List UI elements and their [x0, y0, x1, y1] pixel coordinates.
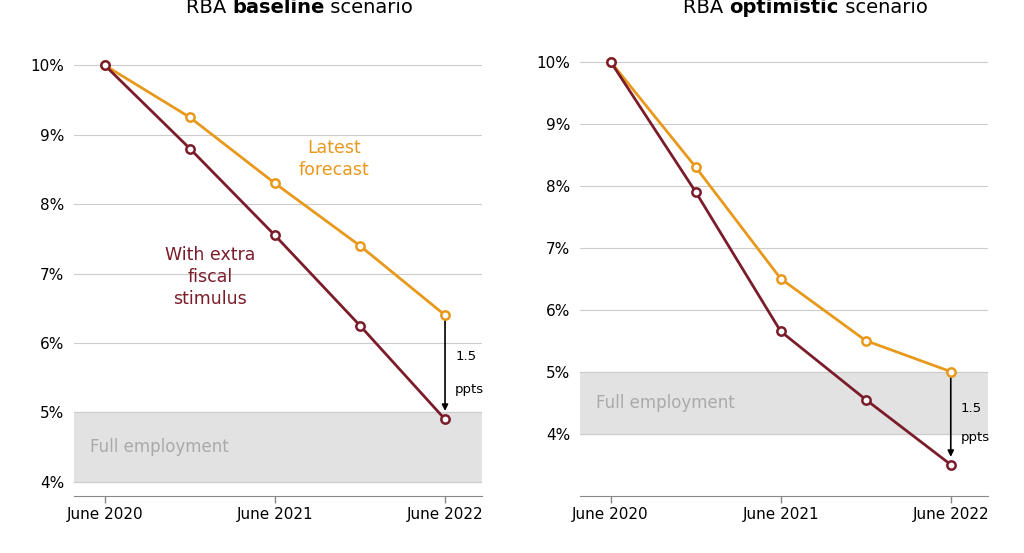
- Text: 1.5: 1.5: [961, 403, 982, 415]
- Text: With extra
fiscal
stimulus: With extra fiscal stimulus: [165, 246, 255, 308]
- Bar: [74, 413, 482, 482]
- Bar: [580, 372, 988, 434]
- Text: 1.5: 1.5: [456, 350, 476, 363]
- Text: baseline: baseline: [232, 0, 325, 17]
- Text: Latest
forecast: Latest forecast: [299, 139, 370, 179]
- Text: optimistic: optimistic: [729, 0, 839, 17]
- Text: scenario: scenario: [839, 0, 928, 17]
- Text: RBA: RBA: [185, 0, 232, 17]
- Text: ppts: ppts: [961, 431, 990, 445]
- Text: Full employment: Full employment: [90, 438, 229, 456]
- Text: RBA: RBA: [683, 0, 729, 17]
- Text: ppts: ppts: [456, 383, 484, 396]
- Text: scenario: scenario: [325, 0, 414, 17]
- Text: Full employment: Full employment: [596, 394, 735, 411]
